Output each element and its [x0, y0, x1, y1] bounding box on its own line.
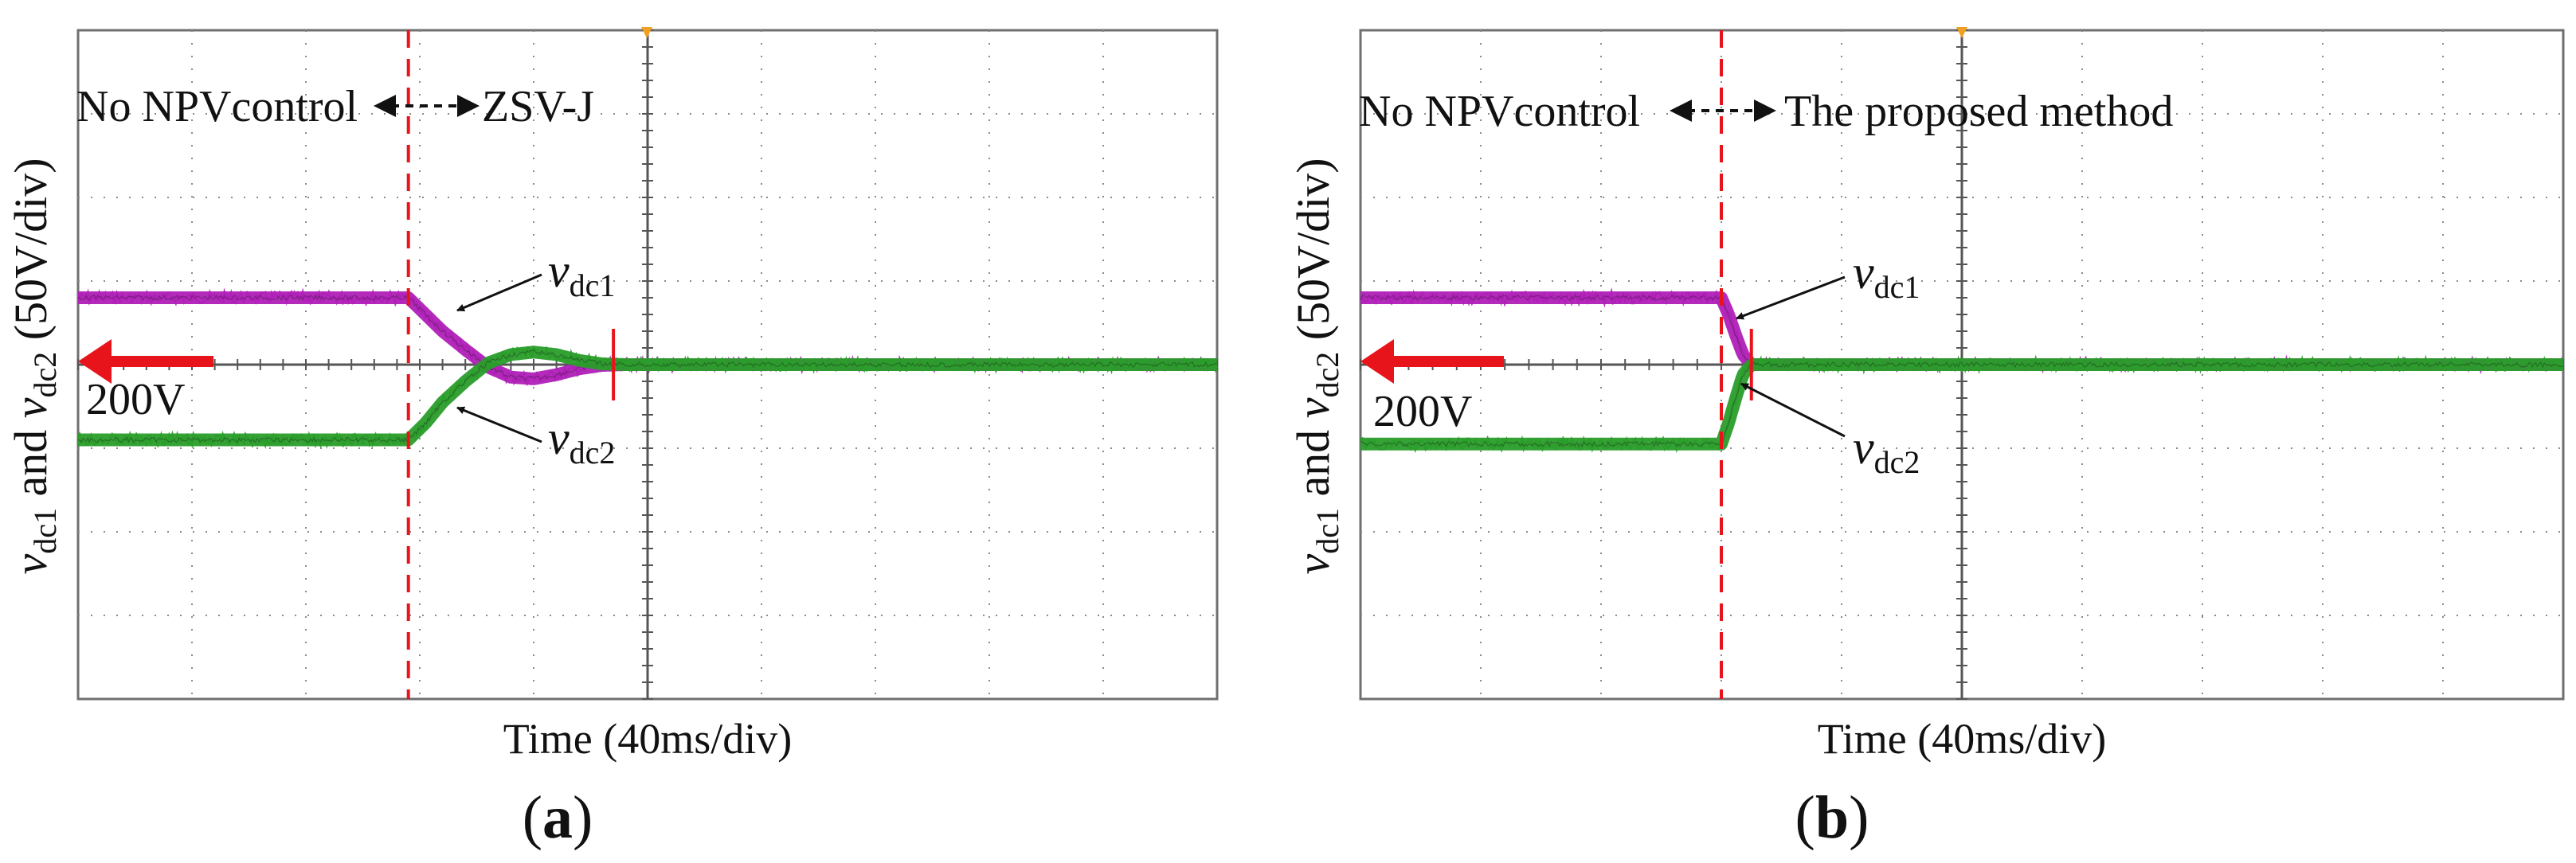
vdc2-callout-label: vdc2 [548, 412, 615, 471]
series-vdc2-texture [77, 349, 1218, 443]
reference-label: 200V [86, 375, 185, 424]
transition-before-label: No NPVcontrol [1359, 87, 1640, 136]
series-vdc2-noise [1359, 354, 2565, 454]
transition-double-arrow [374, 95, 480, 117]
reference-label: 200V [1373, 387, 1472, 436]
vdc1-callout-arrow [456, 273, 542, 312]
transition-after-label: The proposed method [1784, 87, 2173, 136]
panel-a: vdc1 and vdc2 (50V/div) 200V No NPVcontr… [5, 27, 1222, 851]
panel-label-a: (a) [523, 784, 593, 851]
vdc1-callout-label: vdc1 [548, 244, 615, 303]
y-axis-label: vdc1 and vdc2 (50V/div) [5, 158, 63, 574]
vdc2-callout-arrow [1740, 382, 1846, 438]
x-axis-label: Time (40ms/div) [1818, 715, 2107, 763]
reference-arrow [78, 339, 213, 384]
vdc1-callout-label: vdc1 [1853, 246, 1920, 305]
reference-arrow [1360, 339, 1504, 384]
panel-b: vdc1 and vdc2 (50V/div) 200V No NPVcontr… [1287, 27, 2568, 851]
vdc2-callout-label: vdc2 [1853, 421, 1920, 480]
transition-after-label: ZSV-J [482, 82, 594, 131]
transition-double-arrow [1670, 100, 1776, 122]
vdc2-callout-arrow [456, 406, 542, 443]
y-axis-label: vdc1 and vdc2 (50V/div) [1287, 158, 1345, 574]
series-layer [73, 287, 1222, 450]
series-layer [1356, 287, 2568, 454]
panel-label-b: (b) [1795, 784, 1869, 851]
trigger-marker [1956, 27, 1967, 38]
x-axis-label: Time (40ms/div) [503, 715, 793, 763]
trigger-marker [641, 27, 652, 38]
transition-before-label: No NPVcontrol [76, 82, 358, 131]
vdc1-callout-arrow [1736, 275, 1846, 320]
series-vdc2-texture [1360, 361, 2564, 448]
series-vdc2-noise [76, 346, 1219, 450]
